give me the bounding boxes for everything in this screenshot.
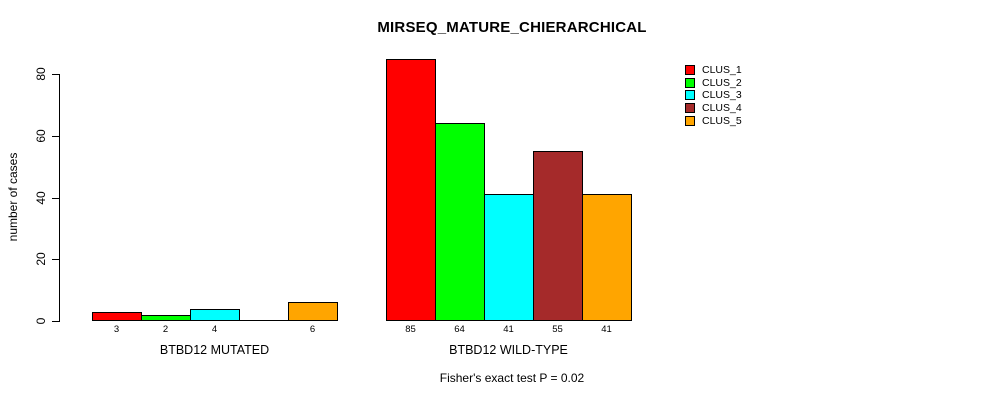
bar-clus_2 [141,315,191,321]
legend-swatch-clus_2 [685,77,695,88]
legend-swatch-clus_1 [685,65,695,75]
bar-clus_1 [386,59,436,321]
bar-value-label: 4 [211,324,218,335]
legend-item: CLUS_3 [685,89,742,101]
y-axis-tick-label: 0 [34,317,48,325]
y-axis-label: number of cases [6,152,20,242]
bar-clus_4 [533,151,583,321]
legend-swatch-clus_3 [685,90,695,101]
legend-item: CLUS_2 [685,77,742,89]
bar-clus_5 [582,194,632,321]
legend-label: CLUS_2 [702,76,742,89]
y-axis-tick [52,321,59,322]
bar-clus_3 [190,309,240,321]
legend-label: CLUS_3 [702,89,742,102]
bar-value-label: 41 [601,324,612,335]
bar-clus_3 [484,194,534,321]
bar-value-label: 55 [552,324,563,335]
y-axis-tick-label: 60 [34,129,48,143]
y-axis-line [59,74,60,322]
bar-value-label: 2 [162,324,169,335]
y-axis-tick [52,136,59,137]
bar-clus_4 [239,320,289,321]
stat-annotation: Fisher's exact test P = 0.02 [439,371,585,385]
bar-clus_1 [92,312,142,321]
x-group-label: BTBD12 WILD-TYPE [449,343,568,357]
bar-value-label: 6 [309,324,316,335]
y-axis-tick-label: 20 [34,252,48,266]
legend-swatch-clus_5 [685,115,695,126]
legend-item: CLUS_5 [685,115,742,127]
legend-item: CLUS_1 [685,64,742,76]
bar-clus_5 [288,302,338,321]
y-axis-tick-label: 40 [34,191,48,205]
legend-swatch-clus_4 [685,103,695,114]
bar-value-label: 41 [503,324,514,335]
legend-label: CLUS_5 [702,114,742,127]
y-axis-tick-label: 80 [34,67,48,81]
bar-value-label: 64 [454,324,465,335]
bar-clus_2 [435,123,485,321]
y-axis-tick [52,74,59,75]
chart-title: MIRSEQ_MATURE_CHIERARCHICAL [377,19,647,36]
legend-label: CLUS_4 [702,102,742,115]
y-axis-tick [52,259,59,260]
bar-value-label: 85 [405,324,416,335]
bar-value-label: 3 [113,324,120,335]
legend-item: CLUS_4 [685,102,742,114]
x-group-label: BTBD12 MUTATED [159,343,270,357]
legend-label: CLUS_1 [702,64,742,76]
y-axis-tick [52,198,59,199]
